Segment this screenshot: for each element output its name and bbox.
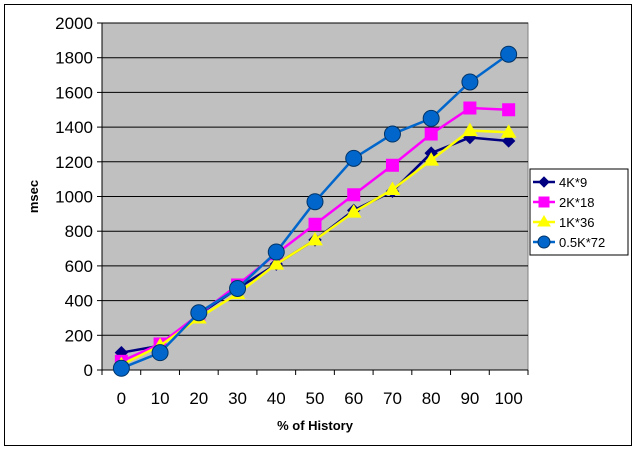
x-tick-label: 0 [117,389,126,408]
x-tick-label: 50 [306,389,325,408]
data-point [347,188,361,202]
x-axis-title: % of History [277,418,354,433]
legend-label: 2K*18 [559,195,594,210]
data-point [422,109,440,127]
data-point [268,256,285,270]
data-point [151,344,169,362]
legend-item: 4K*9 [533,175,587,190]
data-point [345,149,363,167]
legend-item: 2K*18 [533,195,594,210]
legend-marker [538,176,550,188]
x-tick-label: 20 [189,389,208,408]
data-point [463,101,477,115]
y-tick-label: 1200 [55,153,93,172]
data-point [423,152,440,166]
y-tick-label: 800 [65,222,93,241]
data-point [385,158,399,172]
data-point [190,304,208,322]
y-tick-label: 1800 [55,49,93,68]
y-tick-label: 200 [65,326,93,345]
data-point [461,73,479,91]
y-tick-label: 600 [65,257,93,276]
legend-marker [537,235,551,249]
legend-label: 0.5K*72 [559,235,605,250]
x-tick-label: 80 [422,389,441,408]
legend-item: 1K*36 [533,215,594,230]
data-point [306,193,324,211]
axes: 0 200 400 600 800 1000 1200 1400 1600 1800 2000 0 10… [55,14,529,408]
x-tick-label: 70 [383,389,402,408]
y-tick-label: 1400 [55,118,93,137]
x-tick-label: 10 [151,389,170,408]
y-tick-label: 400 [65,292,93,311]
data-point [502,103,516,117]
data-point [267,243,285,261]
data-point [307,231,323,246]
x-tick-label: 100 [494,389,522,408]
data-point [383,125,401,143]
y-tick-label: 1600 [55,83,93,102]
legend-label: 4K*9 [559,175,587,190]
data-point [384,181,401,196]
data-point [345,204,362,218]
series-4 [112,45,518,377]
data-point [501,134,516,148]
data-point [500,45,518,63]
data-point [229,279,247,297]
data-point [500,124,517,138]
x-tick-label: 90 [460,389,479,408]
x-tick-label: 30 [228,389,247,408]
x-tick-label: 40 [267,389,286,408]
series-layer [112,45,518,377]
legend-item: 0.5K*72 [533,235,605,250]
x-tick-label: 60 [344,389,363,408]
y-tick-label: 1000 [55,188,93,207]
legend-marker [537,215,551,227]
legend-label: 1K*36 [559,215,594,230]
data-point [112,359,130,377]
y-tick-label: 0 [84,361,93,380]
legend: 4K*9 2K*18 1K*36 0.5K*72 [529,168,629,256]
data-point [424,127,438,141]
data-point [462,122,478,137]
data-point [308,217,322,231]
y-axis-title: msec [26,180,41,213]
legend-marker [538,196,550,208]
y-tick-label: 2000 [55,14,93,33]
gridlines [102,22,528,336]
